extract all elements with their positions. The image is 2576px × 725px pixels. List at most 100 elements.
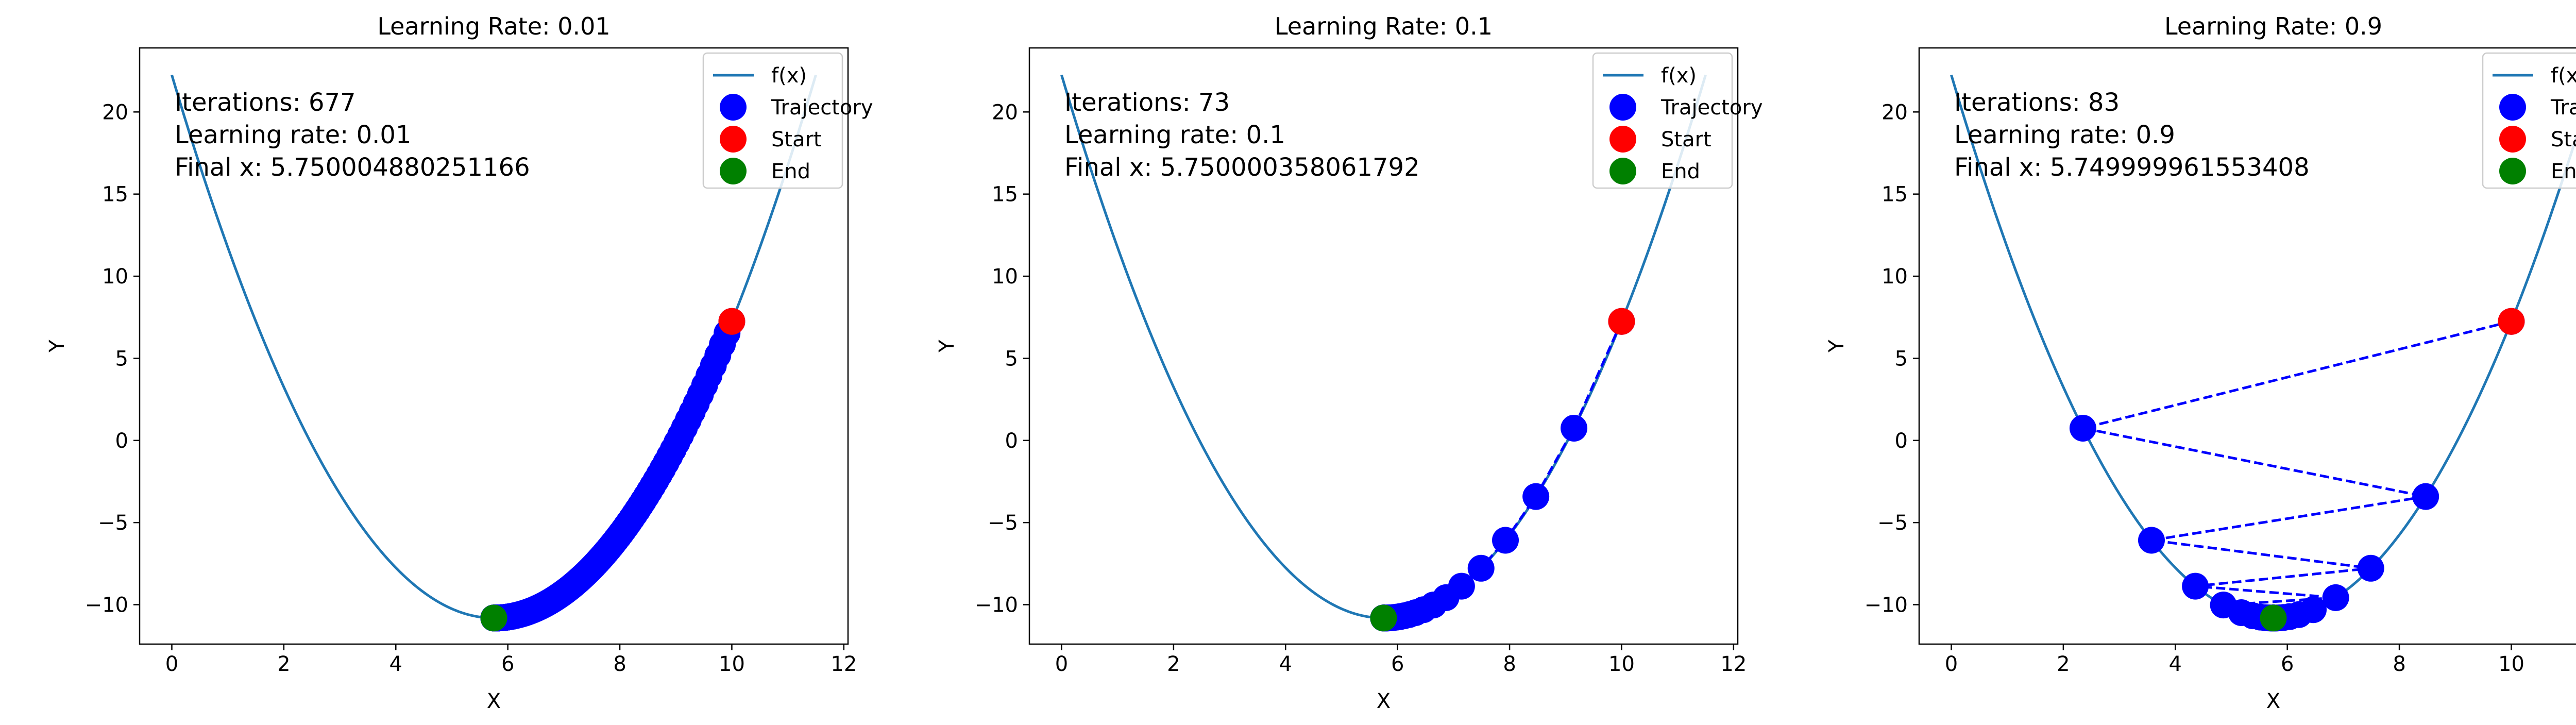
chart-panel-1: 0 2 4 6 8 10 12 −10 −5 0 5 10 15 20 Learning Rate: 0.0… — [45, 12, 873, 713]
legend-label: Trajectory — [1660, 96, 1763, 120]
legend-marker-swatch — [720, 126, 747, 153]
legend-label: Trajectory — [771, 96, 873, 120]
trajectory-point — [1522, 483, 1550, 510]
x-tick-label: 4 — [2169, 652, 2182, 676]
chart-title: Learning Rate: 0.9 — [2164, 12, 2382, 40]
annotation-line: Final x: 5.750004880251166 — [175, 153, 530, 182]
legend-label: f(x) — [2551, 64, 2576, 88]
trajectory-point — [1561, 414, 1588, 442]
y-axis-label: Y — [1825, 340, 1849, 353]
x-tick-label: 10 — [719, 652, 745, 676]
start-point — [1608, 308, 1635, 335]
x-tick-label: 12 — [1720, 652, 1747, 676]
annotation-line: Learning rate: 0.01 — [175, 121, 411, 149]
legend-marker-swatch — [1609, 158, 1636, 184]
legend: f(x) Trajectory Start End — [702, 52, 873, 189]
y-tick-label: 20 — [102, 100, 128, 124]
x-tick-label: 8 — [1503, 652, 1516, 676]
axes-frame — [1028, 47, 1739, 645]
legend-label: Start — [1661, 128, 1711, 151]
chart-title: Learning Rate: 0.01 — [377, 12, 610, 40]
y-tick-label: 10 — [992, 265, 1018, 289]
x-tick-label: 2 — [1167, 652, 1180, 676]
y-tick-label: 5 — [115, 347, 128, 370]
y-axis-label: Y — [935, 340, 959, 353]
trajectory-point — [2322, 584, 2349, 611]
x-tick-label: 4 — [1279, 652, 1292, 676]
y-tick-label: 15 — [1882, 183, 1908, 207]
trajectory-point — [1467, 554, 1495, 582]
y-tick-label: −5 — [988, 511, 1018, 535]
axes-frame — [139, 47, 849, 645]
chart-panel-2: 0 2 4 6 8 10 12 −10 −5 0 5 10 15 20 Learning Rate: 0.1… — [935, 12, 1763, 713]
legend-label: Trajectory — [2550, 96, 2576, 120]
x-tick-label: 6 — [2281, 652, 2294, 676]
legend-label: End — [771, 160, 810, 183]
y-tick-label: 20 — [1882, 100, 1908, 124]
x-tick-label: 10 — [1608, 652, 1635, 676]
start-point — [2498, 308, 2525, 335]
legend-marker-swatch — [1609, 126, 1636, 153]
x-tick-label: 0 — [165, 652, 178, 676]
y-tick-label: 0 — [1895, 429, 1908, 453]
x-tick-label: 2 — [277, 652, 290, 676]
y-tick-label: 15 — [102, 183, 128, 207]
annotation-line: Iterations: 677 — [175, 88, 356, 117]
trajectory-point — [2357, 554, 2384, 582]
legend-marker-swatch — [2499, 158, 2526, 184]
legend: f(x) Trajectory Start End — [1592, 52, 1763, 189]
y-tick-label: 20 — [992, 100, 1018, 124]
x-tick-label: 0 — [1945, 652, 1958, 676]
y-tick-label: 5 — [1895, 347, 1908, 370]
end-point — [1370, 604, 1397, 632]
x-axis-label: X — [1377, 689, 1391, 713]
legend-box — [1592, 52, 1733, 189]
annotation-line: Learning rate: 0.9 — [1954, 121, 2175, 149]
y-tick-label: 5 — [1005, 347, 1018, 370]
legend-label: f(x) — [771, 64, 807, 88]
legend-marker-swatch — [2499, 94, 2526, 121]
annotation-line: Iterations: 73 — [1064, 88, 1230, 117]
chart-title: Learning Rate: 0.1 — [1275, 12, 1493, 40]
annotation-line: Final x: 5.749999961553408 — [1954, 153, 2310, 182]
y-tick-label: 10 — [102, 265, 128, 289]
x-tick-label: 8 — [613, 652, 626, 676]
x-tick-label: 0 — [1055, 652, 1068, 676]
x-tick-label: 2 — [2057, 652, 2070, 676]
x-axis-label: X — [2266, 689, 2280, 713]
annotation-line: Final x: 5.750000358061792 — [1064, 153, 1420, 182]
start-point — [718, 308, 745, 335]
y-axis-label: Y — [45, 340, 69, 353]
x-tick-label: 6 — [1391, 652, 1404, 676]
annotation-line: Learning rate: 0.1 — [1064, 121, 1285, 149]
legend-marker-swatch — [720, 94, 747, 121]
end-point — [480, 604, 507, 632]
x-tick-label: 8 — [2393, 652, 2405, 676]
legend: f(x) Trajectory Start End — [2482, 52, 2576, 189]
y-tick-label: −10 — [85, 594, 128, 617]
trajectory-point — [2182, 572, 2209, 600]
legend-box — [702, 52, 843, 189]
end-point — [2260, 604, 2287, 632]
y-tick-label: −10 — [1865, 594, 1908, 617]
legend-label: End — [1661, 160, 1700, 183]
y-tick-label: −10 — [975, 594, 1018, 617]
trajectory-point — [2412, 483, 2439, 510]
x-tick-label: 10 — [2498, 652, 2524, 676]
trajectory-point — [2138, 527, 2165, 554]
y-tick-label: 0 — [115, 429, 128, 453]
legend-marker-swatch — [720, 158, 747, 184]
x-tick-label: 12 — [831, 652, 857, 676]
legend-label: f(x) — [1661, 64, 1697, 88]
trajectory-point — [2069, 414, 2096, 442]
y-tick-label: −5 — [1877, 511, 1908, 535]
axes-frame — [1918, 47, 2576, 645]
y-tick-label: 0 — [1005, 429, 1018, 453]
x-tick-label: 4 — [389, 652, 402, 676]
trajectory-point — [1492, 527, 1519, 554]
legend-marker-swatch — [1609, 94, 1636, 121]
x-tick-label: 6 — [501, 652, 514, 676]
